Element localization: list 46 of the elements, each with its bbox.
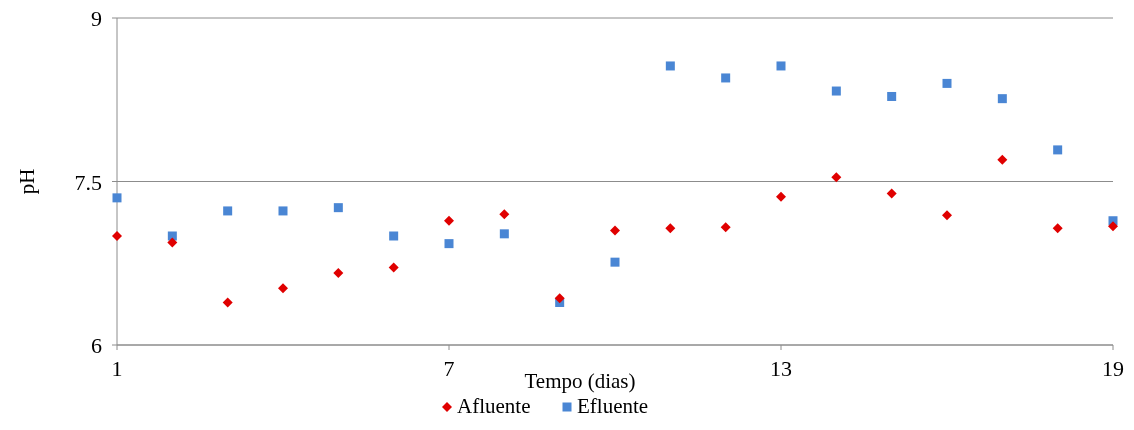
y-axis-title: pH bbox=[15, 168, 39, 195]
point bbox=[167, 237, 178, 248]
point bbox=[776, 191, 786, 202]
point bbox=[499, 229, 509, 239]
point bbox=[942, 78, 952, 88]
point bbox=[997, 154, 1008, 165]
point bbox=[444, 239, 454, 249]
point bbox=[388, 262, 399, 273]
point bbox=[942, 210, 952, 221]
point bbox=[333, 268, 344, 279]
point bbox=[610, 257, 620, 267]
point bbox=[223, 206, 233, 216]
point bbox=[665, 61, 675, 71]
x-tick-label: 13 bbox=[770, 356, 792, 381]
point bbox=[610, 225, 620, 236]
legend-label: Afluente bbox=[457, 394, 531, 418]
point bbox=[499, 209, 510, 220]
point bbox=[278, 283, 288, 294]
point bbox=[776, 61, 786, 71]
point bbox=[444, 215, 454, 226]
point bbox=[333, 203, 343, 213]
point bbox=[721, 73, 731, 83]
x-axis-title: Tempo (dias) bbox=[524, 369, 636, 393]
point bbox=[1108, 221, 1118, 232]
x-tick-label: 1 bbox=[111, 356, 123, 381]
y-tick-label: 6 bbox=[91, 333, 102, 358]
y-tick-label: 9 bbox=[91, 6, 102, 31]
point bbox=[665, 223, 676, 234]
point bbox=[389, 231, 399, 241]
point bbox=[278, 206, 288, 216]
point bbox=[112, 193, 122, 203]
point bbox=[554, 293, 565, 304]
point bbox=[1053, 145, 1063, 155]
point bbox=[831, 172, 842, 183]
point bbox=[886, 188, 897, 199]
point bbox=[112, 231, 122, 241]
point bbox=[831, 86, 841, 96]
point bbox=[222, 297, 233, 308]
x-tick-label: 19 bbox=[1102, 356, 1124, 381]
x-tick-label: 7 bbox=[443, 356, 455, 381]
point bbox=[887, 91, 897, 101]
point bbox=[1052, 223, 1063, 234]
legend-label: Efluente bbox=[577, 394, 649, 418]
point bbox=[997, 94, 1007, 104]
y-tick-label: 7.5 bbox=[74, 169, 102, 195]
point bbox=[720, 222, 731, 233]
